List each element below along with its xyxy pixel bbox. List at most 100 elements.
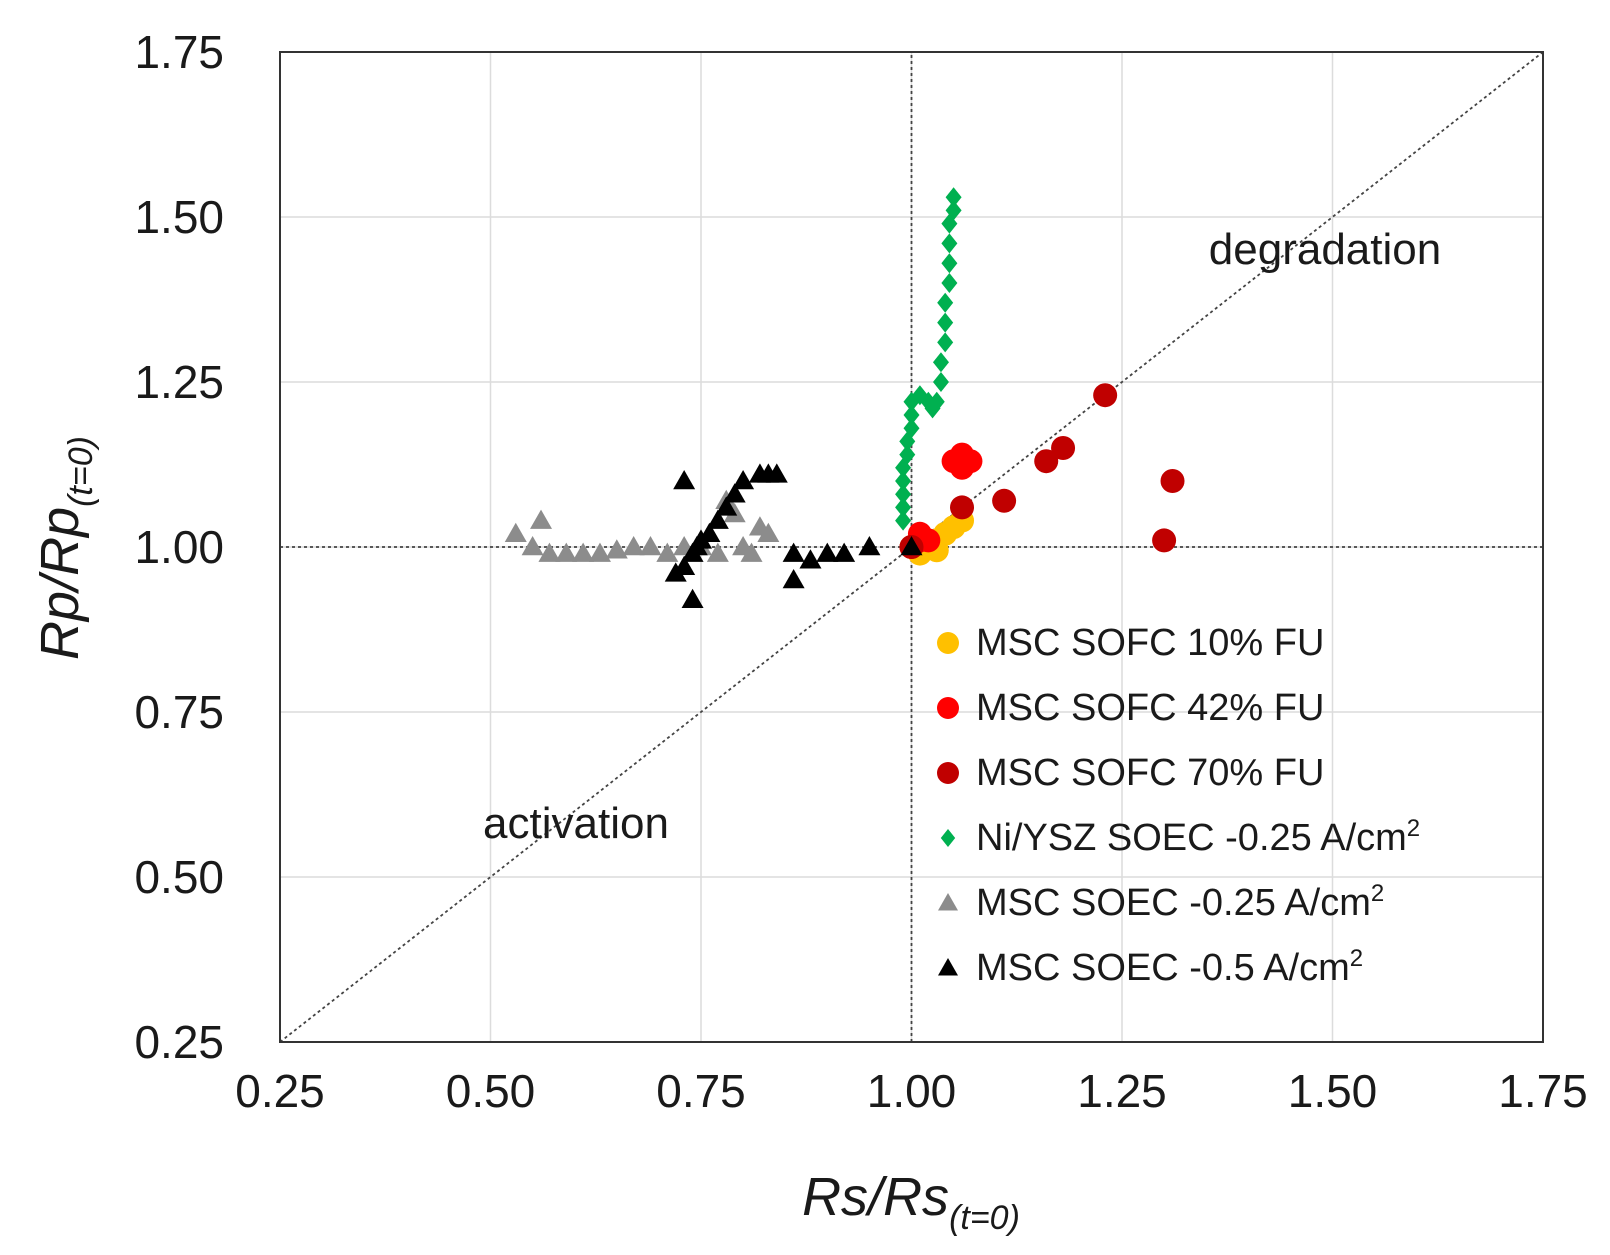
data-point	[945, 200, 962, 221]
legend-label-superscript: 2	[1407, 815, 1420, 842]
data-point	[605, 539, 628, 559]
data-point	[622, 536, 645, 556]
legend-label-superscript: 2	[1350, 945, 1363, 972]
data-point	[932, 352, 949, 373]
data-point	[937, 332, 954, 353]
x-tick-label: 1.50	[1288, 1065, 1378, 1117]
data-point	[673, 555, 696, 576]
data-point	[757, 522, 780, 543]
legend-marker	[937, 697, 959, 719]
legend-marker	[938, 893, 958, 911]
data-points	[504, 187, 1185, 609]
x-axis-title-main: Rs/Rs	[802, 1167, 949, 1227]
data-point	[706, 542, 729, 562]
data-point	[681, 588, 704, 609]
legend-item: MSC SOEC -0.5 A/cm2	[938, 945, 1363, 989]
legend-item: Ni/YSZ SOEC -0.25 A/cm2	[940, 815, 1420, 859]
data-point	[530, 509, 553, 529]
data-point	[521, 536, 544, 556]
data-point	[572, 542, 595, 562]
series-5	[664, 463, 923, 609]
legend-marker	[937, 632, 959, 654]
legend-item: MSC SOFC 42% FU	[937, 687, 1324, 729]
data-point	[1093, 383, 1118, 408]
y-tick-label: 1.50	[134, 191, 224, 243]
data-point	[950, 495, 975, 520]
series-3	[895, 187, 962, 531]
legend-label: MSC SOEC -0.5 A/cm2	[976, 945, 1363, 989]
data-point	[715, 496, 738, 516]
data-point	[698, 522, 721, 543]
data-point	[816, 542, 839, 562]
legend-item: MSC SOEC -0.25 A/cm2	[938, 880, 1384, 924]
legend-label: Ni/YSZ SOEC -0.25 A/cm2	[976, 815, 1420, 859]
legend-marker	[937, 762, 959, 784]
data-point	[903, 418, 920, 439]
legend-label-superscript: 2	[1371, 880, 1384, 907]
y-tick-label: 1.00	[134, 521, 224, 573]
data-point	[932, 372, 949, 392]
data-point	[504, 522, 527, 543]
legend-marker	[940, 829, 956, 847]
data-point	[706, 509, 729, 529]
legend-label-text: MSC SOEC -0.25 A/cm	[976, 882, 1371, 924]
data-point	[799, 549, 822, 569]
data-point	[782, 569, 805, 589]
y-axis-title: Rp/Rp(t=0)	[30, 436, 100, 660]
data-point	[1034, 449, 1059, 474]
data-point	[992, 488, 1017, 513]
x-tick-label: 1.25	[1077, 1065, 1167, 1117]
annotation-activation: activation	[483, 799, 669, 848]
data-point	[937, 312, 954, 333]
legend-label-text: MSC SOFC 70% FU	[976, 752, 1324, 794]
data-point	[782, 542, 805, 562]
x-tick-label: 0.75	[656, 1065, 746, 1117]
data-point	[858, 536, 881, 556]
data-point	[656, 542, 679, 562]
data-point	[895, 497, 912, 518]
data-point	[673, 470, 696, 490]
data-point	[958, 449, 983, 474]
legend-marker	[938, 958, 958, 976]
y-tick-label: 0.50	[134, 851, 224, 903]
annotation-degradation: degradation	[1209, 225, 1441, 274]
legend-label-text: MSC SOFC 42% FU	[976, 687, 1324, 729]
data-point	[895, 510, 912, 531]
y-tick-label: 1.75	[134, 26, 224, 78]
data-point	[639, 536, 662, 556]
data-point	[723, 483, 746, 503]
data-point	[941, 253, 958, 274]
legend: MSC SOFC 10% FU MSC SOFC 42% FU MSC SOFC 7…	[937, 622, 1420, 989]
x-tick-label: 1.75	[1498, 1065, 1588, 1117]
data-point	[941, 273, 958, 293]
data-point	[941, 233, 958, 254]
legend-label: MSC SOEC -0.25 A/cm2	[976, 880, 1384, 924]
data-point	[899, 444, 916, 465]
data-point	[1152, 528, 1177, 553]
legend-item: MSC SOFC 70% FU	[937, 752, 1324, 794]
legend-label-text: MSC SOFC 10% FU	[976, 622, 1324, 664]
y-tick-labels: 0.25 0.50 0.75 1.00 1.25 1.50 1.75	[134, 26, 224, 1068]
data-point	[903, 405, 920, 425]
legend-label: MSC SOFC 42% FU	[976, 687, 1324, 729]
data-point	[895, 471, 912, 491]
data-point	[1160, 469, 1185, 493]
y-tick-label: 1.25	[134, 356, 224, 408]
legend-label: MSC SOFC 10% FU	[976, 622, 1324, 664]
data-point	[928, 391, 945, 412]
x-axis-title-sub: (t=0)	[949, 1199, 1020, 1237]
y-tick-label: 0.25	[134, 1016, 224, 1068]
y-axis-title-sub: (t=0)	[62, 436, 100, 507]
data-point	[937, 292, 954, 313]
data-point	[732, 470, 755, 490]
x-tick-labels: 0.25 0.50 0.75 1.00 1.25 1.50 1.75	[235, 1065, 1588, 1117]
x-tick-label: 0.25	[235, 1065, 325, 1117]
data-point	[538, 542, 561, 562]
legend-label: MSC SOFC 70% FU	[976, 752, 1324, 794]
plot-frame	[279, 51, 1544, 1043]
legend-label-text: MSC SOEC -0.5 A/cm	[976, 947, 1350, 989]
data-point	[588, 542, 611, 562]
data-point	[945, 187, 962, 208]
data-point	[765, 463, 788, 483]
